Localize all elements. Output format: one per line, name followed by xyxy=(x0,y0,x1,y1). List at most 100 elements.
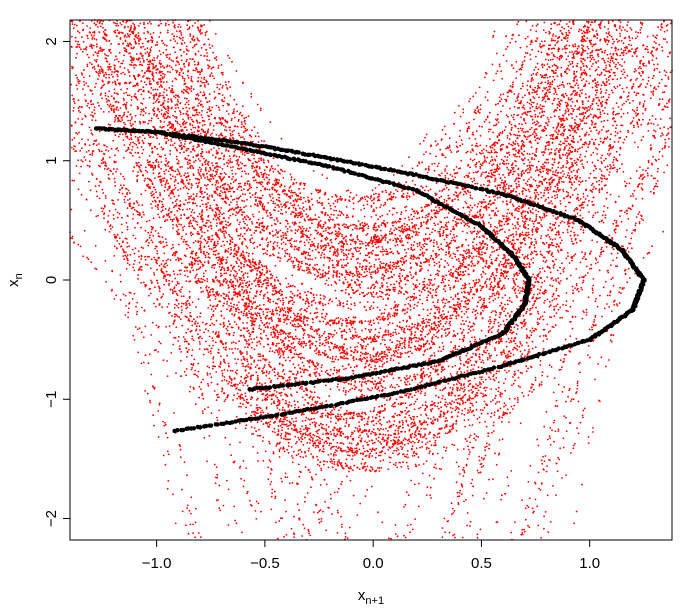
red-point xyxy=(410,243,413,246)
red-point xyxy=(532,388,535,391)
red-point xyxy=(287,425,290,427)
red-point xyxy=(650,162,653,165)
red-point xyxy=(574,125,576,128)
red-point xyxy=(552,54,555,56)
red-point xyxy=(367,292,370,294)
red-point xyxy=(619,32,621,35)
red-point xyxy=(527,224,530,226)
red-point xyxy=(186,172,189,175)
red-point xyxy=(246,189,249,192)
red-point xyxy=(97,72,100,75)
red-point xyxy=(349,336,352,339)
red-point xyxy=(419,324,422,327)
red-point xyxy=(498,222,501,224)
red-point xyxy=(378,258,380,260)
red-point xyxy=(386,285,389,288)
red-point xyxy=(351,326,354,329)
red-point xyxy=(543,302,545,304)
red-point xyxy=(379,295,381,298)
red-point xyxy=(630,44,633,47)
red-point xyxy=(231,199,234,201)
red-point xyxy=(117,24,120,27)
red-point xyxy=(219,157,222,160)
red-point xyxy=(490,151,493,154)
red-point xyxy=(610,133,612,136)
red-point xyxy=(280,209,283,211)
red-point xyxy=(176,230,178,233)
red-point xyxy=(485,386,488,389)
red-point xyxy=(211,45,214,47)
red-point xyxy=(344,436,347,439)
red-point xyxy=(412,276,415,278)
red-point xyxy=(383,250,386,253)
red-point xyxy=(362,345,364,347)
red-point xyxy=(307,267,310,269)
red-point xyxy=(489,283,492,286)
red-point xyxy=(193,198,195,201)
red-point xyxy=(620,40,623,42)
red-point xyxy=(397,438,400,441)
red-point xyxy=(323,298,325,300)
red-point xyxy=(404,283,407,286)
red-point xyxy=(374,236,377,238)
red-point xyxy=(428,343,431,345)
red-point xyxy=(210,227,213,230)
red-point xyxy=(164,154,167,157)
red-point xyxy=(569,51,571,53)
red-point xyxy=(494,185,497,188)
red-point xyxy=(549,58,552,61)
red-point xyxy=(279,222,282,225)
red-point xyxy=(309,272,312,275)
red-point xyxy=(576,79,578,81)
red-point xyxy=(412,452,415,454)
red-point xyxy=(237,132,240,135)
red-point xyxy=(438,206,441,209)
red-point xyxy=(154,88,157,91)
red-point xyxy=(511,212,513,215)
red-point xyxy=(236,203,239,206)
red-point xyxy=(267,161,270,163)
red-point xyxy=(600,157,602,159)
red-point xyxy=(509,329,512,331)
red-point xyxy=(506,412,508,415)
red-point xyxy=(431,341,433,343)
red-point xyxy=(166,53,169,56)
red-point xyxy=(514,155,516,158)
red-point xyxy=(509,107,511,110)
red-point xyxy=(316,435,318,438)
red-point xyxy=(540,383,543,386)
red-point xyxy=(652,123,655,125)
red-point xyxy=(257,281,259,284)
red-point xyxy=(129,29,131,32)
red-point xyxy=(343,254,345,257)
red-point xyxy=(270,224,273,227)
red-point xyxy=(483,155,486,158)
red-point xyxy=(102,111,105,113)
red-point xyxy=(237,182,240,185)
red-point xyxy=(389,247,392,250)
red-point xyxy=(151,39,154,42)
red-point xyxy=(669,71,672,74)
red-point xyxy=(286,448,288,451)
red-point xyxy=(420,380,423,383)
red-point xyxy=(226,308,228,311)
red-point xyxy=(178,123,181,126)
red-point xyxy=(547,59,550,61)
red-point xyxy=(655,88,657,91)
red-point xyxy=(549,271,552,274)
red-point xyxy=(372,249,374,252)
red-point xyxy=(169,259,172,261)
red-point xyxy=(170,211,173,213)
red-point xyxy=(208,366,211,369)
red-point xyxy=(102,84,104,87)
red-point xyxy=(413,241,416,243)
red-point xyxy=(218,293,220,295)
red-point xyxy=(84,159,87,161)
red-point xyxy=(245,172,247,175)
red-point xyxy=(303,404,305,406)
red-point xyxy=(88,75,91,77)
red-point xyxy=(560,280,562,282)
red-point xyxy=(236,279,239,282)
red-point xyxy=(451,257,453,260)
red-point xyxy=(408,218,411,221)
